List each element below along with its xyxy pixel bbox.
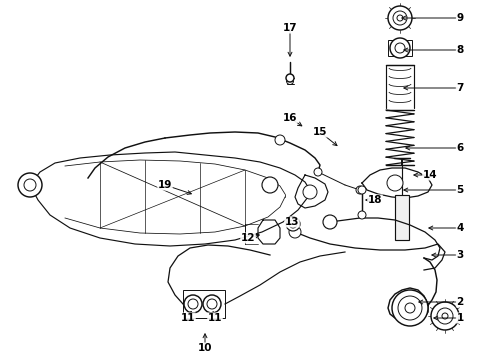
Text: 14: 14 bbox=[423, 170, 437, 180]
Circle shape bbox=[203, 295, 221, 313]
Circle shape bbox=[303, 185, 317, 199]
Text: 6: 6 bbox=[456, 143, 464, 153]
Circle shape bbox=[188, 299, 198, 309]
Circle shape bbox=[207, 299, 217, 309]
Text: 8: 8 bbox=[456, 45, 464, 55]
Text: 3: 3 bbox=[456, 250, 464, 260]
Circle shape bbox=[358, 211, 366, 219]
Circle shape bbox=[392, 290, 428, 326]
Circle shape bbox=[356, 186, 364, 194]
Circle shape bbox=[286, 74, 294, 82]
Circle shape bbox=[398, 296, 422, 320]
Circle shape bbox=[358, 186, 366, 194]
Text: 4: 4 bbox=[456, 223, 464, 233]
Circle shape bbox=[405, 303, 415, 313]
Circle shape bbox=[437, 308, 453, 324]
Circle shape bbox=[397, 15, 403, 21]
Text: 15: 15 bbox=[313, 127, 327, 137]
Circle shape bbox=[395, 43, 405, 53]
Text: 10: 10 bbox=[198, 343, 212, 353]
Circle shape bbox=[390, 38, 410, 58]
Text: 16: 16 bbox=[283, 113, 297, 123]
Circle shape bbox=[388, 6, 412, 30]
Text: 18: 18 bbox=[368, 195, 382, 205]
Text: 2: 2 bbox=[456, 297, 464, 307]
Circle shape bbox=[393, 11, 407, 25]
Circle shape bbox=[184, 295, 202, 313]
Bar bbox=[388, 40, 412, 56]
Text: 1: 1 bbox=[456, 313, 464, 323]
Text: 13: 13 bbox=[285, 217, 299, 227]
Circle shape bbox=[431, 302, 459, 330]
Text: 17: 17 bbox=[283, 23, 297, 33]
Circle shape bbox=[387, 175, 403, 191]
Bar bbox=[183, 290, 225, 318]
Circle shape bbox=[289, 226, 301, 238]
Circle shape bbox=[24, 179, 36, 191]
Circle shape bbox=[323, 215, 337, 229]
Text: 11: 11 bbox=[181, 313, 195, 323]
Circle shape bbox=[286, 217, 300, 231]
Circle shape bbox=[18, 173, 42, 197]
Bar bbox=[395, 195, 409, 240]
Circle shape bbox=[262, 177, 278, 193]
Text: 9: 9 bbox=[457, 13, 464, 23]
Text: 11: 11 bbox=[208, 313, 222, 323]
Circle shape bbox=[275, 135, 285, 145]
Circle shape bbox=[442, 313, 448, 319]
Text: 7: 7 bbox=[456, 83, 464, 93]
Text: 19: 19 bbox=[158, 180, 172, 190]
Text: 12: 12 bbox=[241, 233, 255, 243]
Text: 5: 5 bbox=[456, 185, 464, 195]
Circle shape bbox=[289, 220, 297, 228]
Circle shape bbox=[314, 168, 322, 176]
